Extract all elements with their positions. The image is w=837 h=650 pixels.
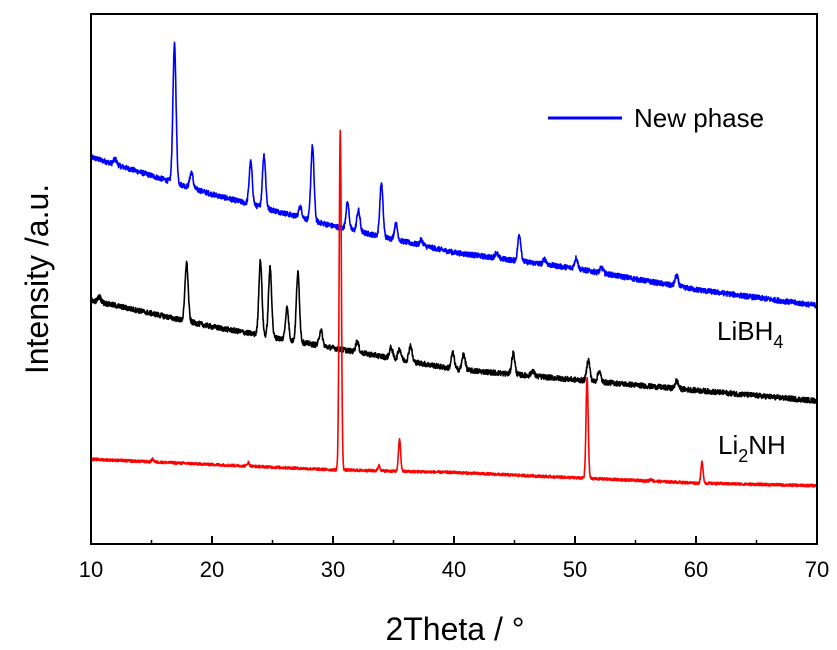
series-traces (91, 41, 817, 488)
legend: New phase (548, 103, 764, 133)
series-label-libh4: LiBH4 (717, 316, 783, 352)
legend-label-new-phase: New phase (634, 103, 764, 133)
x-axis-title: 2Theta / ° (385, 611, 524, 647)
series-line-new-phase (91, 41, 817, 309)
y-axis-title: Intensity /a.u. (19, 184, 55, 374)
x-tick-label: 60 (684, 557, 708, 582)
x-tick-label: 10 (79, 557, 103, 582)
series-line-li2nh (91, 129, 817, 488)
x-axis-tick-labels: 10 20 30 40 50 60 70 (79, 557, 829, 582)
x-tick-label: 20 (200, 557, 224, 582)
x-tick-label: 40 (442, 557, 466, 582)
x-tick-label: 70 (805, 557, 829, 582)
x-tick-label: 50 (563, 557, 587, 582)
x-axis-ticks (90, 536, 818, 544)
series-labels: LiBH4 Li2NH (717, 316, 786, 466)
series-line-libh4 (91, 258, 817, 404)
x-tick-label: 30 (321, 557, 345, 582)
series-label-li2nh: Li2NH (718, 430, 786, 466)
